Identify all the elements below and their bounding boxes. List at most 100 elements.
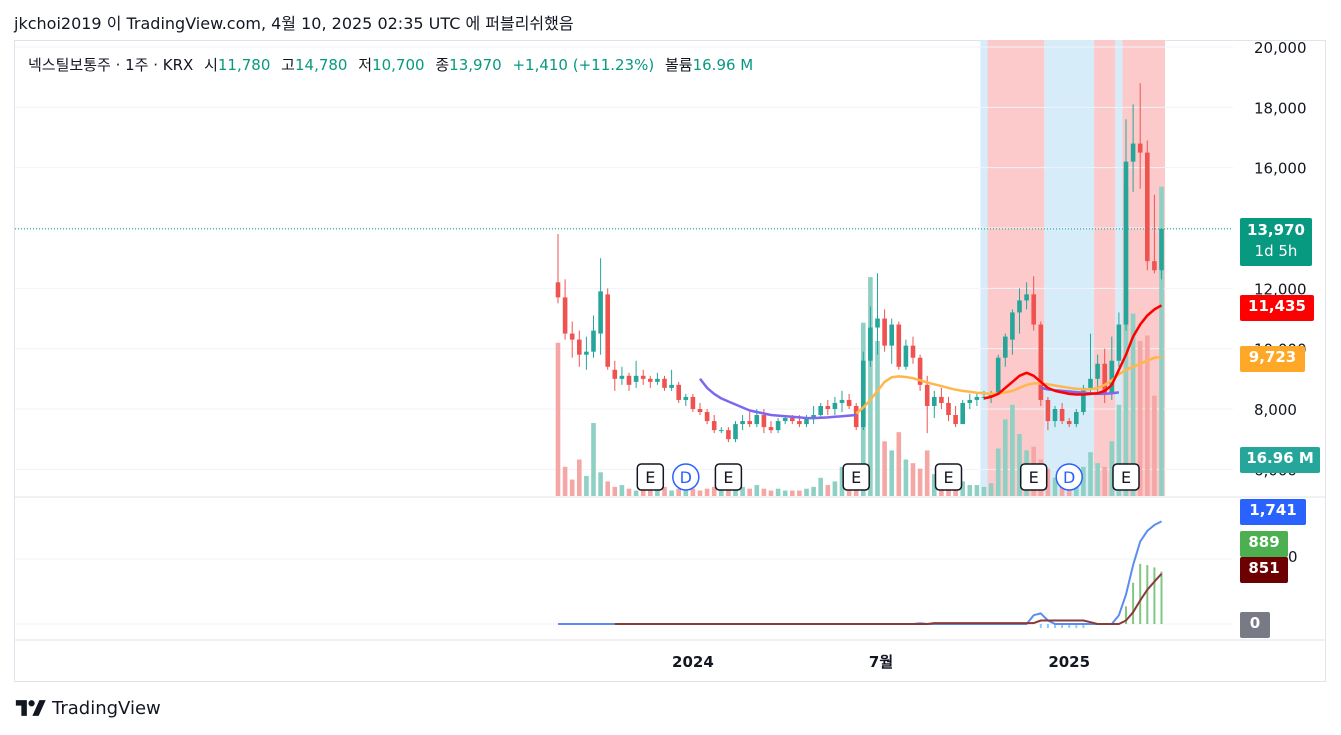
volume-bar [754, 485, 760, 496]
candle-body [1017, 300, 1022, 313]
volume-bar [1145, 335, 1150, 496]
candle-body [1010, 312, 1015, 340]
indicator-zero-tag: 0 [1240, 612, 1270, 638]
volume-bar [1081, 466, 1086, 496]
volume-bar [761, 488, 767, 496]
candle-body [555, 282, 561, 298]
price-tick-label: 12,000 [1254, 280, 1307, 298]
volume-bar [598, 472, 603, 496]
candle-body [626, 375, 632, 385]
volume-bar [648, 490, 653, 496]
candle-body [1074, 412, 1079, 425]
volume-bar [960, 481, 965, 496]
candle-body [953, 415, 958, 425]
volume-bar [683, 490, 689, 496]
dividend-marker-label: D [1063, 468, 1075, 487]
candle-body [995, 357, 1001, 394]
volume-bar [584, 475, 589, 496]
earnings-marker-label: E [943, 468, 953, 487]
candle-body [662, 378, 667, 388]
volume-bar [1102, 466, 1107, 496]
candle-body [676, 384, 681, 400]
candle-body [1095, 363, 1100, 379]
ma-orange-tag: 9,723 [1240, 346, 1305, 372]
high-label: 고 [281, 56, 295, 74]
candle-body [868, 327, 873, 361]
candle-body [569, 333, 575, 340]
last-price-value: 13,970 [1247, 221, 1305, 239]
earnings-marker [714, 463, 743, 491]
low-label: 저 [358, 56, 373, 74]
candle-body [1031, 294, 1036, 325]
volume-bar [1116, 404, 1122, 496]
volume-bar [619, 485, 625, 496]
time-axis-label: 2025 [1048, 653, 1090, 671]
symbol-name[interactable]: 넥스틸보통주 · 1주 · KRX [28, 56, 194, 74]
candle-body [669, 384, 674, 388]
candle-body [775, 421, 781, 431]
volume-bar [697, 490, 703, 496]
volume-bar [1052, 477, 1058, 496]
volume-bar [569, 479, 575, 496]
candle-body [740, 421, 745, 425]
moving-average-line [983, 304, 1163, 400]
volume-bar [1159, 186, 1164, 496]
candle-body [910, 345, 916, 358]
chart-frame[interactable] [14, 40, 1326, 682]
candle-body [782, 418, 788, 422]
candle-body [612, 369, 618, 379]
volume-bar [655, 490, 660, 496]
volume-bar [591, 423, 596, 496]
candle-body [1059, 409, 1065, 422]
candle-body [903, 345, 909, 367]
volume-bar [633, 490, 639, 496]
candle-body [704, 412, 710, 422]
candle-body [768, 427, 774, 431]
volume-bar [825, 485, 831, 496]
ma-red-tag: 11,435 [1240, 295, 1314, 321]
earnings-marker [934, 463, 963, 491]
volume-bar [839, 466, 845, 496]
candle-body [988, 393, 994, 397]
candle-body [797, 421, 802, 425]
candle-body [747, 421, 752, 425]
candle-body [790, 418, 795, 422]
candle-body [861, 360, 866, 428]
volume-bar [1095, 463, 1100, 496]
indicator-green-tag: 889 [1240, 531, 1288, 557]
candle-body [932, 396, 937, 406]
volume-bar [719, 490, 724, 496]
volume-bar [818, 477, 823, 496]
volume-bar [797, 490, 802, 496]
candle-body [811, 415, 816, 419]
volume-bar [1137, 340, 1143, 496]
candle-body [1130, 143, 1136, 162]
volume-bar [669, 490, 674, 496]
volume-bar [555, 342, 561, 496]
candle-body [1024, 294, 1029, 301]
candle-body [1116, 324, 1122, 361]
earnings-marker [1019, 463, 1048, 491]
candle-body [640, 375, 646, 379]
candle-body [889, 324, 894, 346]
volume-bar [726, 488, 731, 496]
volume-bar [811, 486, 816, 496]
volume-bar [605, 481, 610, 496]
volume-bar [1045, 468, 1051, 496]
candle-body [754, 415, 760, 425]
volume-bar [1109, 441, 1115, 496]
candle-body [1003, 336, 1008, 358]
candle-body [655, 378, 660, 382]
candle-body [598, 291, 603, 334]
candle-body [562, 297, 568, 334]
candle-body [1038, 324, 1044, 400]
price-tick-label: 8,000 [1254, 401, 1297, 419]
volume-value: 16.96 M [692, 56, 754, 74]
close-value: 13,970 [449, 56, 502, 74]
publisher-line: jkchoi2019 이 TradingView.com, 4월 10, 202… [14, 14, 574, 33]
volume-bar [562, 466, 568, 496]
candle-body [853, 405, 859, 428]
footer-brand[interactable]: TradingView [14, 697, 161, 719]
candle-body [1123, 161, 1129, 325]
